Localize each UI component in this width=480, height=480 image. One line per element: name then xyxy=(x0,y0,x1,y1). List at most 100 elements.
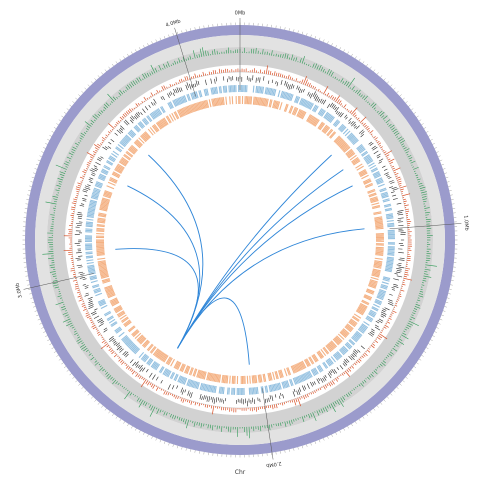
forward-cds xyxy=(332,354,339,361)
snp-density-bar xyxy=(87,161,91,165)
gc-skew-bar xyxy=(318,64,322,71)
reverse-cds xyxy=(110,299,119,305)
forward-cds xyxy=(339,125,346,132)
gene-mark xyxy=(82,278,87,280)
gc-skew-bar xyxy=(94,362,99,366)
forward-cds xyxy=(316,366,322,373)
forward-cds xyxy=(138,122,145,129)
reverse-cds xyxy=(344,326,352,333)
snp-density-bar xyxy=(137,374,140,378)
gc-skew-bar xyxy=(344,80,348,85)
minor-tick xyxy=(61,362,64,365)
minor-tick xyxy=(45,143,48,145)
gc-skew-bar xyxy=(421,284,425,286)
forward-cds xyxy=(105,161,113,166)
snp-density-bar xyxy=(399,185,402,187)
reverse-cds xyxy=(222,96,225,105)
reverse-cds xyxy=(370,199,379,204)
forward-cds xyxy=(295,96,299,104)
reverse-cds xyxy=(345,149,353,156)
forward-cds xyxy=(361,151,369,157)
forward-cds xyxy=(373,172,380,177)
reverse-cds xyxy=(373,262,383,265)
reverse-cds xyxy=(202,100,206,109)
reverse-cds xyxy=(275,101,279,110)
minor-tick xyxy=(442,310,446,312)
gc-skew-bar xyxy=(363,95,368,101)
gc-skew-bar xyxy=(74,328,76,330)
forward-cds xyxy=(98,174,106,179)
snp-density-bar xyxy=(163,85,166,90)
forward-cds xyxy=(371,168,379,173)
reverse-cds xyxy=(212,98,216,107)
reverse-cds xyxy=(375,251,384,254)
snp-density-bar xyxy=(162,389,165,391)
gene-mark xyxy=(322,377,325,382)
gc-skew-bar xyxy=(116,96,118,99)
gene-mark xyxy=(293,388,296,393)
snp-density-bar xyxy=(186,75,189,81)
reverse-cds xyxy=(295,363,300,372)
snp-density-bar xyxy=(324,384,328,388)
reverse-cds xyxy=(322,125,329,133)
gene-mark xyxy=(129,116,134,122)
forward-cds xyxy=(348,339,355,346)
reverse-cds xyxy=(313,118,319,127)
forward-cds xyxy=(328,357,334,365)
reverse-cds xyxy=(115,166,123,172)
gc-skew-bar xyxy=(52,282,58,285)
minor-tick xyxy=(416,115,419,118)
minor-tick xyxy=(331,43,333,46)
gc-skew-bar xyxy=(360,94,363,98)
forward-cds xyxy=(203,383,207,391)
snp-density-bar xyxy=(373,136,376,139)
gene-mark xyxy=(167,384,171,390)
gc-skew-bar xyxy=(248,426,250,439)
gene-mark xyxy=(393,285,399,288)
snp-density-bar xyxy=(398,182,402,185)
reverse-cds xyxy=(370,276,379,281)
snp-density-bar xyxy=(71,202,77,205)
forward-cds xyxy=(385,209,393,212)
reverse-cds xyxy=(341,329,348,337)
gc-skew-bar xyxy=(417,181,420,183)
forward-cds xyxy=(366,158,373,164)
forward-cds xyxy=(335,351,342,358)
minor-tick xyxy=(84,390,87,393)
snp-density-bar xyxy=(86,152,95,157)
reverse-cds xyxy=(119,160,127,166)
forward-cds xyxy=(130,129,137,136)
gc-skew-bar xyxy=(332,76,334,78)
reverse-cds xyxy=(220,97,223,106)
reverse-cds xyxy=(366,288,375,293)
gc-skew-bar xyxy=(85,349,89,353)
forward-cds xyxy=(117,144,124,150)
gene-mark xyxy=(312,91,316,97)
snp-density-bar xyxy=(161,90,163,92)
gene-mark xyxy=(397,212,403,214)
snp-density-bar xyxy=(374,340,379,343)
snp-density-bar xyxy=(108,348,112,352)
gc-skew-bar xyxy=(419,293,424,295)
reverse-cds xyxy=(364,182,373,188)
snp-density-bar xyxy=(104,341,107,344)
reverse-cds xyxy=(363,180,372,185)
gene-mark xyxy=(353,123,357,127)
forward-cds xyxy=(89,274,97,278)
minor-tick xyxy=(190,449,192,452)
gc-skew-bar xyxy=(367,376,370,380)
forward-cds xyxy=(94,185,102,189)
reverse-cds xyxy=(97,261,106,264)
reverse-cds xyxy=(366,289,375,294)
forward-cds xyxy=(364,156,372,162)
reverse-cds xyxy=(217,374,220,383)
reverse-cds xyxy=(348,320,357,327)
forward-cds xyxy=(127,341,134,348)
forward-cds xyxy=(313,105,318,112)
snp-density-bar xyxy=(121,361,125,365)
gene-mark xyxy=(124,119,130,125)
gc-skew-bar xyxy=(178,417,181,421)
snp-density-bar xyxy=(155,385,157,388)
minor-tick xyxy=(366,413,368,417)
